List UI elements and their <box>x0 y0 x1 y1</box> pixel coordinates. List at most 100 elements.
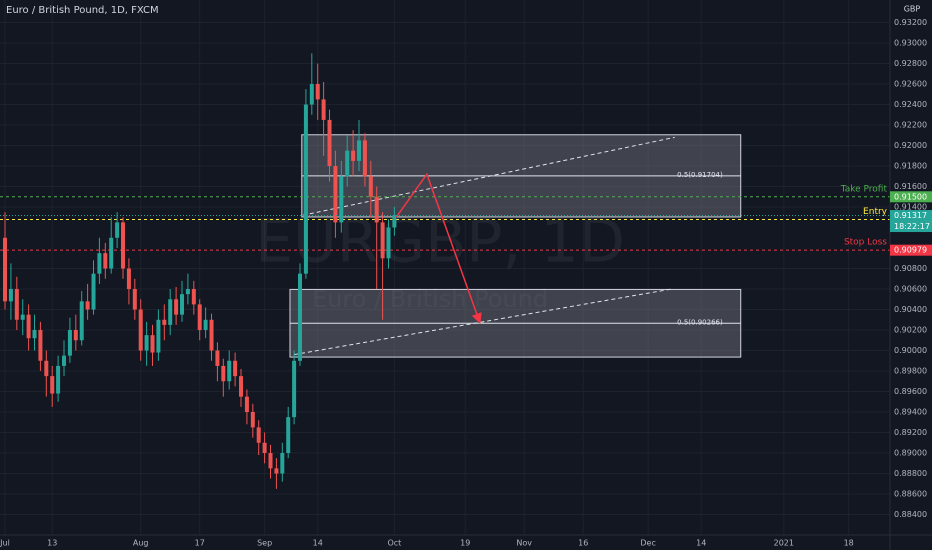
x-tick-label: 14 <box>696 539 706 548</box>
y-tick-label: 0.91400 <box>894 203 927 212</box>
trend-line <box>302 136 675 216</box>
candle-body <box>215 350 220 366</box>
candle-body <box>286 417 291 454</box>
candle-body <box>374 196 379 223</box>
candle-body <box>56 365 61 394</box>
x-tick-label: 13 <box>47 539 57 548</box>
level-price-label-bg <box>890 244 932 256</box>
y-tick-label: 0.88400 <box>894 510 927 519</box>
level-name: Stop Loss <box>844 238 887 248</box>
candle-body <box>339 176 344 223</box>
candle-body <box>91 273 96 310</box>
y-tick-label: 0.92800 <box>894 59 927 68</box>
candle-body <box>14 289 19 320</box>
y-tick-label: 0.92000 <box>894 141 927 150</box>
candle-body <box>197 304 202 331</box>
candle-body <box>357 140 362 161</box>
candle-body <box>109 237 114 269</box>
candle-body <box>233 360 238 377</box>
candle-body <box>362 140 367 177</box>
candle-body <box>132 289 137 310</box>
candle-body <box>262 442 267 454</box>
y-tick-label: 0.89200 <box>894 428 927 437</box>
x-tick-label: Jul <box>0 539 10 548</box>
x-tick-label: 17 <box>195 539 205 548</box>
candle-body <box>221 365 226 382</box>
candle-body <box>268 453 273 469</box>
candle-body <box>292 360 297 418</box>
y-tick-label: 0.89800 <box>894 367 927 376</box>
candle-body <box>138 309 143 351</box>
candle-body <box>150 335 155 353</box>
y-tick-label: 0.93000 <box>894 39 927 48</box>
candle-body <box>351 150 356 161</box>
y-tick-label: 0.92600 <box>894 80 927 89</box>
y-tick-label: 0.88800 <box>894 469 927 478</box>
y-tick-label: 0.90000 <box>894 346 927 355</box>
level-price-label: 0.90979 <box>894 246 927 255</box>
candle-body <box>162 319 167 325</box>
chart-title: Euro / British Pound, 1D, FXCM <box>6 5 159 16</box>
y-tick-label: 0.90400 <box>894 305 927 314</box>
x-tick-label: Sep <box>257 539 272 548</box>
candle-body <box>239 376 244 397</box>
candle-body <box>26 314 31 339</box>
candle-body <box>256 427 261 443</box>
y-tick-label: 0.90200 <box>894 326 927 335</box>
y-tick-label: 0.89400 <box>894 408 927 417</box>
candle-body <box>32 330 37 339</box>
candle-body <box>185 289 190 295</box>
x-tick-label: Aug <box>133 539 149 548</box>
candle-body <box>44 360 49 377</box>
y-tick-label: 0.89000 <box>894 449 927 458</box>
candle-body <box>97 253 102 274</box>
y-tick-label: 0.91600 <box>894 182 927 191</box>
candle-body <box>121 222 126 269</box>
arrow <box>395 172 482 324</box>
current-price-label: 0.91317 <box>894 211 927 220</box>
candle-body <box>3 237 8 302</box>
candle-body <box>368 176 373 197</box>
y-tick-label: 0.88600 <box>894 490 927 499</box>
level-price-label-bg <box>890 191 932 203</box>
candle-body <box>79 301 84 341</box>
candle-body <box>115 222 120 238</box>
level-price-label: 0.91500 <box>894 192 927 201</box>
trend-line <box>294 288 672 356</box>
candle-body <box>126 268 131 290</box>
y-tick-label: 0.92400 <box>894 100 927 109</box>
y-tick-label: 0.93200 <box>894 18 927 27</box>
x-tick-label: Oct <box>387 539 401 548</box>
candle-body <box>180 294 185 315</box>
x-tick-label: Nov <box>516 539 532 548</box>
candle-body <box>298 273 303 361</box>
candle-body <box>345 150 350 177</box>
candle-body <box>144 335 149 351</box>
candle-body <box>174 299 179 315</box>
candle-body <box>62 355 67 366</box>
candle-body <box>392 215 397 228</box>
candle-body <box>315 84 320 100</box>
candle-body <box>191 289 196 305</box>
candle-body <box>333 166 338 223</box>
candle-body <box>386 227 391 259</box>
zone-mid-label: 0.5(0.91704) <box>677 171 723 179</box>
level-name: Take Profit <box>840 184 888 194</box>
watermark: EURGBP, 1D <box>255 207 625 277</box>
candle-body <box>227 360 232 382</box>
y-tick-label: 0.92200 <box>894 121 927 130</box>
candle-body <box>309 84 314 105</box>
y-tick-label: 0.89600 <box>894 387 927 396</box>
candle-body <box>274 468 279 474</box>
x-tick-label: 14 <box>313 539 323 548</box>
candle-body <box>168 299 173 325</box>
candle-body <box>303 104 308 274</box>
level-name: Entry <box>863 207 888 217</box>
x-tick-label: 19 <box>460 539 470 548</box>
candle-body <box>85 301 90 310</box>
y-tick-label: 0.91800 <box>894 162 927 171</box>
candle-body <box>8 289 13 302</box>
zone-mid-label: 0.5(0.90266) <box>677 318 723 326</box>
x-tick-label: 18 <box>844 539 854 548</box>
